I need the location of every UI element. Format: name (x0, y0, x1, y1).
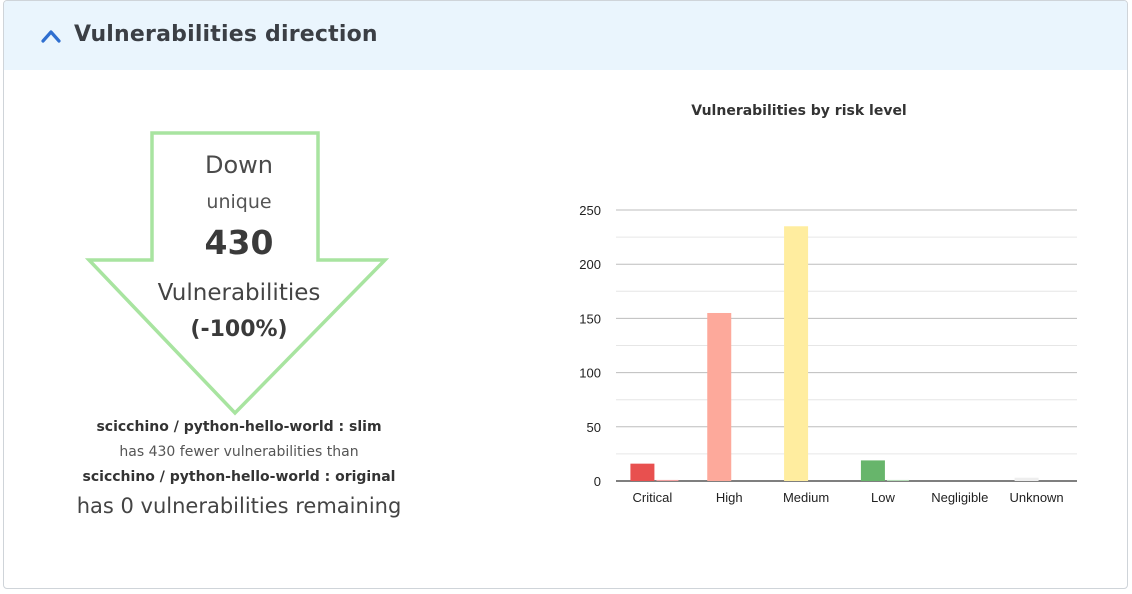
y-tick-label: 0 (594, 474, 601, 489)
slim-image-name: scicchino / python-hello-world : slim (96, 419, 382, 435)
fewer-vulnerabilities-text: has 430 fewer vulnerabilities than (119, 444, 359, 460)
x-category-label: Negligible (931, 490, 988, 505)
original-image-name: scicchino / python-hello-world : origina… (82, 469, 396, 485)
bar-high-1 (707, 312, 732, 481)
y-tick-label: 100 (579, 366, 601, 381)
bar-critical-1 (630, 463, 655, 481)
x-category-label: High (716, 490, 743, 505)
vulnerability-count: 430 (204, 223, 274, 262)
vulnerability-unit: Vulnerabilities (157, 280, 321, 306)
x-category-label: Low (871, 490, 895, 505)
x-category-label: Unknown (1009, 490, 1063, 505)
remaining-vulnerabilities-text: has 0 vulnerabilities remaining (76, 494, 402, 518)
bar-medium-1 (784, 226, 809, 481)
direction-qualifier: unique (206, 191, 272, 213)
bar-critical-2 (656, 479, 679, 481)
chart-canvas: 0 50 100 150 200 250 Critical High Medium Low Negl… (579, 203, 1077, 505)
panel-header[interactable]: Vulnerabilities direction (4, 1, 1127, 70)
bar-unknown-1 (1014, 477, 1039, 481)
risk-level-bar-chart: Vulnerabilities by risk level 0 50 100 150 2… (564, 97, 1094, 517)
x-category-label: Medium (783, 490, 829, 505)
direction-label: Down (204, 151, 273, 179)
bar-low-1 (860, 460, 885, 481)
y-tick-label: 150 (579, 311, 601, 326)
vulnerabilities-direction-panel: Vulnerabilities direction Down unique 43… (3, 0, 1128, 589)
chevron-up-icon[interactable] (40, 27, 62, 45)
panel-title: Vulnerabilities direction (74, 22, 378, 47)
y-tick-label: 50 (587, 420, 601, 435)
x-category-label: Critical (633, 490, 673, 505)
vulnerability-percent: (-100%) (190, 317, 288, 342)
down-arrow-icon (84, 131, 390, 416)
chart-title: Vulnerabilities by risk level (691, 103, 907, 119)
y-tick-label: 200 (579, 257, 601, 272)
y-tick-label: 250 (579, 203, 601, 218)
bar-low-2 (886, 479, 909, 481)
direction-arrow: Down unique 430 Vulnerabilities (-100%) (84, 127, 394, 419)
